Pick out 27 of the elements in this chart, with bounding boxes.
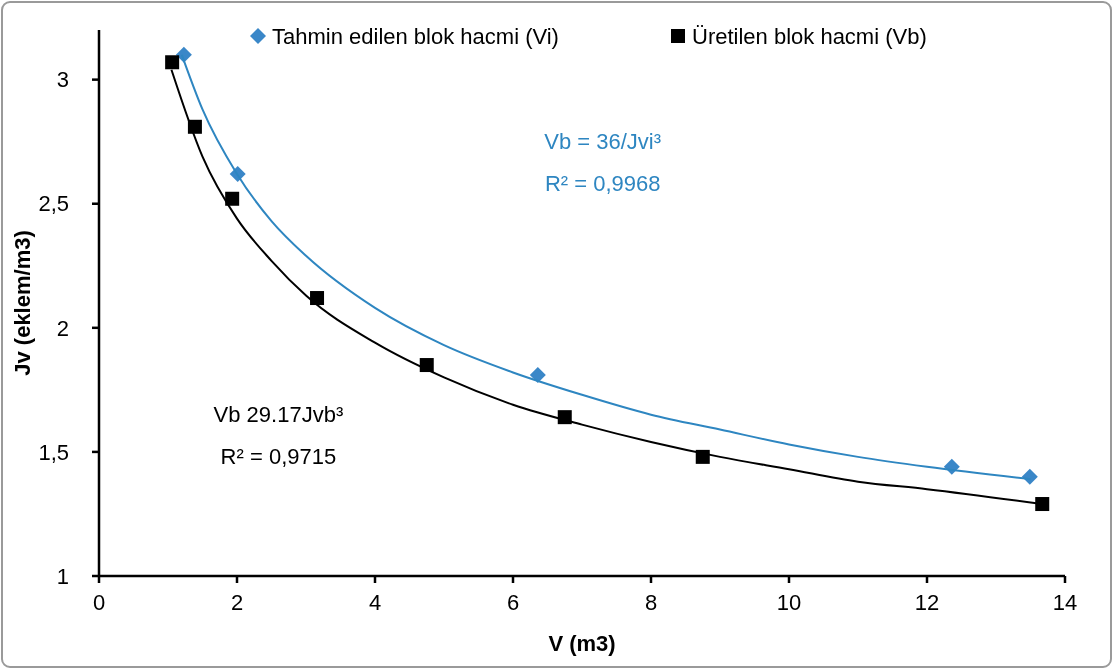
x-tick-label: 14 xyxy=(1052,590,1078,615)
annotation: Vb 29.17Jvb³ xyxy=(213,402,344,428)
x-tick-label: 12 xyxy=(914,590,940,615)
x-tick-label: 10 xyxy=(776,590,802,615)
x-tick-label: 6 xyxy=(506,590,520,615)
y-tick-label: 3 xyxy=(56,67,69,93)
annotation: R² = 0,9968 xyxy=(544,171,661,197)
x-tick-label: 4 xyxy=(368,590,382,615)
point xyxy=(1035,497,1050,512)
x-tick-label: 0 xyxy=(92,590,106,615)
x-tick-label: 2 xyxy=(230,590,244,615)
point xyxy=(529,366,546,383)
y-tick-label: 1,5 xyxy=(38,439,69,465)
point xyxy=(1021,468,1038,485)
legend-label: Tahmin edilen blok hacmi (Vi) xyxy=(272,23,559,49)
y-tick-label: 1 xyxy=(56,563,69,589)
point xyxy=(165,55,180,70)
x-axis-title: V (m3) xyxy=(548,631,616,656)
point xyxy=(225,191,240,206)
y-tick-label: 2 xyxy=(56,315,69,341)
annotation: R² = 0,9715 xyxy=(220,444,337,470)
point xyxy=(310,291,325,306)
y-tick-label: 2,5 xyxy=(38,191,69,217)
annotation: Vb = 36/Jvi³ xyxy=(544,129,662,155)
x-tick-label: 8 xyxy=(644,590,658,615)
legend-label: Üretilen blok hacmi (Vb) xyxy=(692,23,927,49)
y-axis-title: Jv (eklem/m3) xyxy=(10,230,35,376)
